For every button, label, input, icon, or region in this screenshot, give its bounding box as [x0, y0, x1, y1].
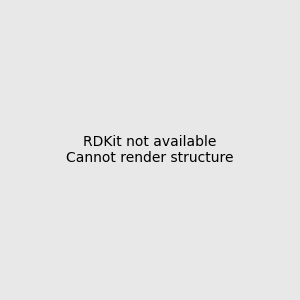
- Text: RDKit not available
Cannot render structure: RDKit not available Cannot render struct…: [66, 135, 234, 165]
